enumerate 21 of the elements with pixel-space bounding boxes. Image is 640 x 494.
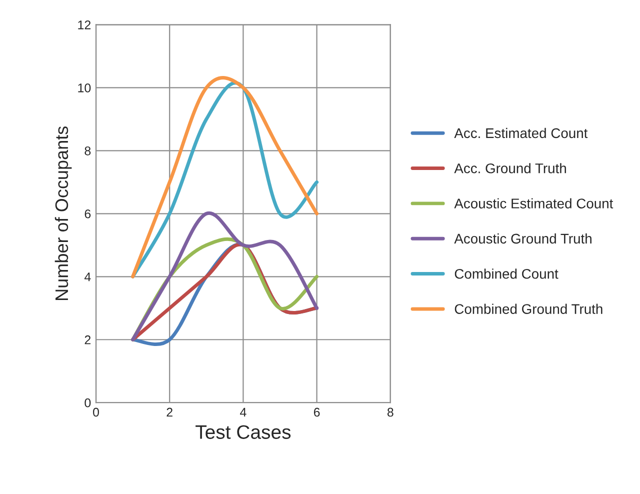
legend-label: Acoustic Ground Truth	[454, 233, 592, 244]
x-tick-label: 4	[240, 408, 246, 417]
legend-label: Acoustic Estimated Count	[454, 198, 614, 208]
y-tick-label: 6	[84, 209, 91, 218]
y-tick-label: 8	[84, 146, 91, 156]
y-axis-title: Number of Occupants	[54, 126, 72, 300]
x-tick-label: 0	[93, 408, 99, 417]
legend-label: Acc. Estimated Count	[454, 128, 588, 138]
y-tick-label: 0	[84, 398, 91, 408]
legend-label: Combined Count	[454, 268, 558, 279]
x-tick-label: 6	[314, 408, 320, 417]
x-tick-label: 8	[387, 408, 394, 417]
legend-label: Combined Ground Truth	[454, 304, 602, 314]
y-tick-label: 4	[84, 272, 91, 282]
y-tick-label: 12	[78, 20, 91, 30]
legend-label: Acc. Ground Truth	[454, 163, 566, 174]
x-tick-label: 2	[166, 408, 172, 417]
y-tick-label: 10	[78, 83, 91, 92]
x-axis-title: Test Cases	[196, 425, 291, 439]
line-series	[131, 211, 319, 342]
y-tick-label: 2	[84, 335, 91, 344]
